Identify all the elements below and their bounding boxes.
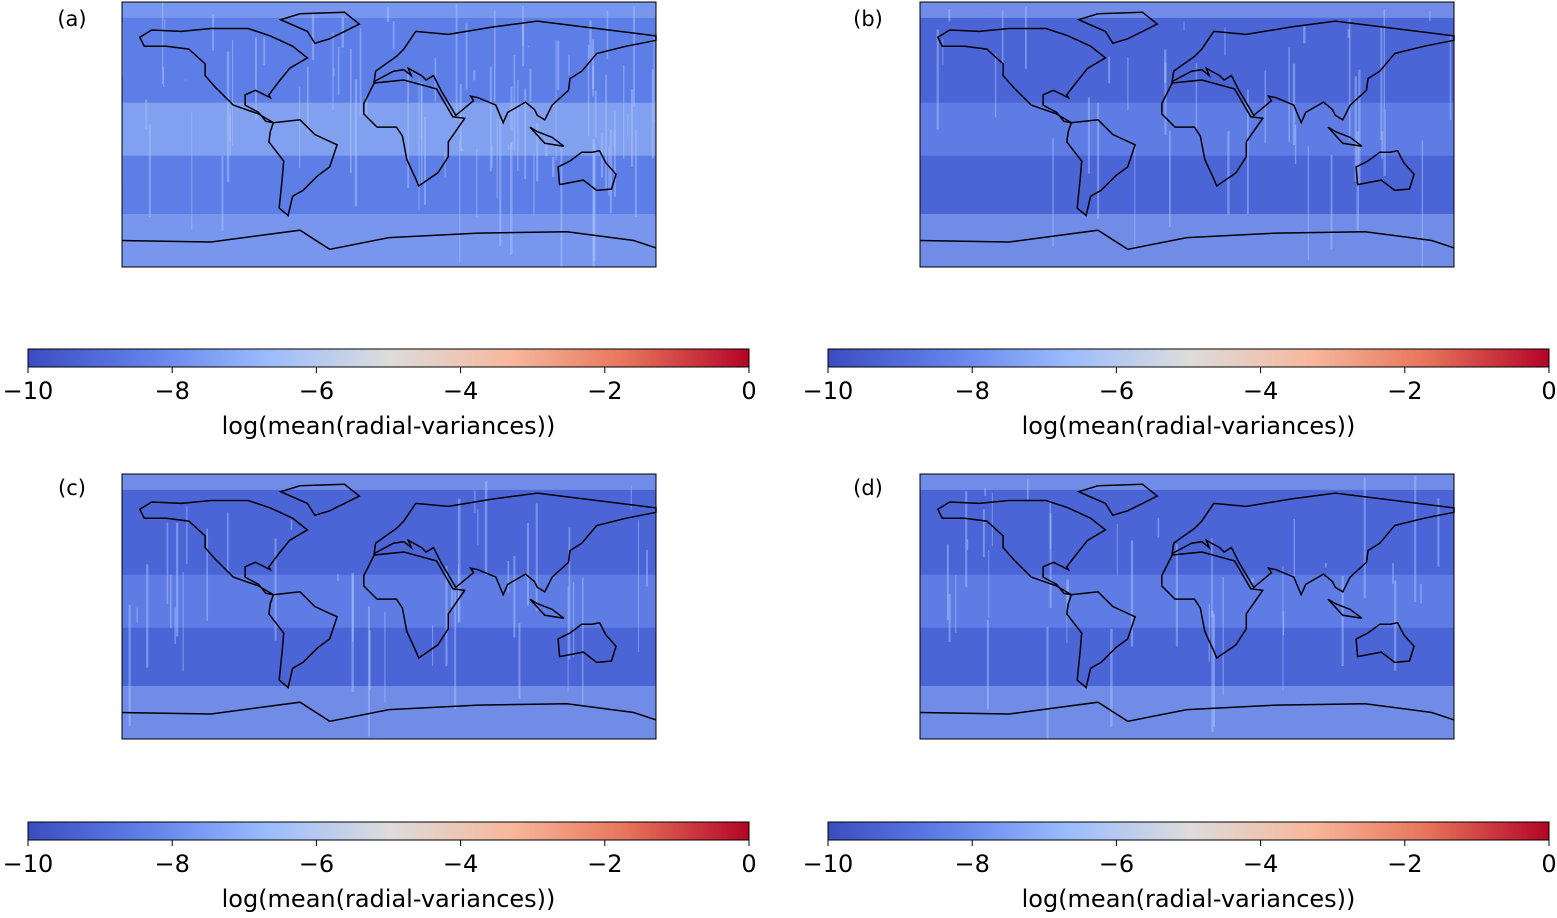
coastline bbox=[1066, 119, 1137, 217]
panel: (d) −10 −8 −6 −4 −2 0 log(mean(radial-variances… bbox=[803, 473, 1557, 913]
colorbar-tick-label: −6 bbox=[1099, 377, 1134, 405]
coastline bbox=[1355, 621, 1415, 664]
polar-band bbox=[122, 686, 656, 739]
colorbar-tick-label: −2 bbox=[1387, 377, 1422, 405]
colorbar-tick-label: −4 bbox=[443, 850, 478, 878]
coastline bbox=[268, 119, 339, 217]
colorbar-label: log(mean(radial-variances)) bbox=[222, 412, 556, 440]
colorbar-tick-label: −8 bbox=[955, 377, 990, 405]
coastline bbox=[1327, 126, 1363, 148]
colorbar-label: log(mean(radial-variances)) bbox=[1022, 412, 1356, 440]
panel: (a) −10 −8 −6 −4 −2 0 log(mean(radial-variances… bbox=[3, 1, 757, 440]
coastline bbox=[268, 591, 339, 689]
tropic-band bbox=[920, 102, 1454, 156]
coastline bbox=[363, 551, 467, 660]
panel: (b) −10 −8 −6 −4 −2 0 log(mean(radial-variances… bbox=[803, 1, 1557, 440]
coastline bbox=[1327, 598, 1363, 620]
coastline bbox=[529, 126, 565, 148]
panel-label: (c) bbox=[58, 476, 86, 500]
panel-label: (a) bbox=[57, 7, 86, 31]
coastline bbox=[936, 27, 1107, 124]
colorbar-tick-label: −2 bbox=[1387, 850, 1422, 878]
colorbar-tick-label: 0 bbox=[1541, 850, 1556, 878]
coastline bbox=[1066, 591, 1137, 689]
coastline bbox=[1355, 149, 1415, 192]
colorbar-tick-label: −8 bbox=[955, 850, 990, 878]
coastline bbox=[1171, 492, 1455, 597]
colorbar-tick-label: −4 bbox=[443, 377, 478, 405]
coastline bbox=[557, 621, 617, 664]
coastline bbox=[529, 598, 565, 620]
colorbar-tick-label: −6 bbox=[1099, 850, 1134, 878]
coastline bbox=[557, 149, 617, 192]
coastline bbox=[138, 27, 309, 124]
polar-band bbox=[920, 214, 1454, 267]
colorbar bbox=[827, 821, 1550, 841]
coastline bbox=[121, 701, 657, 723]
colorbar bbox=[827, 348, 1550, 368]
colorbar-tick-label: −10 bbox=[803, 377, 854, 405]
coastline bbox=[278, 11, 361, 45]
colorbar-label: log(mean(radial-variances)) bbox=[222, 885, 556, 913]
polar-band bbox=[920, 474, 1454, 490]
colorbar-tick-label: −2 bbox=[587, 850, 622, 878]
panel-label: (b) bbox=[853, 7, 883, 31]
coastline bbox=[373, 20, 657, 125]
coastline bbox=[121, 229, 657, 251]
coastline bbox=[1161, 79, 1265, 188]
colorbar-tick-label: −4 bbox=[1243, 850, 1278, 878]
polar-band bbox=[122, 214, 656, 267]
panel-label: (d) bbox=[853, 476, 883, 500]
map-frame bbox=[121, 1, 657, 268]
polar-band bbox=[122, 474, 656, 490]
colorbar-tick-label: −4 bbox=[1243, 377, 1278, 405]
coastline bbox=[1171, 20, 1455, 125]
coastline bbox=[1161, 551, 1265, 660]
colorbar-tick-label: −8 bbox=[155, 850, 190, 878]
colorbar-tick-label: −6 bbox=[299, 377, 334, 405]
colorbar-tick-label: 0 bbox=[741, 850, 756, 878]
colorbar-tick-label: −2 bbox=[587, 377, 622, 405]
colorbar bbox=[27, 348, 750, 368]
coastline bbox=[138, 499, 309, 596]
colorbar-tick-label: 0 bbox=[741, 377, 756, 405]
panel: (c) −10 −8 −6 −4 −2 0 log(mean(radial-variances… bbox=[3, 473, 757, 913]
colorbar-tick-label: 0 bbox=[1541, 377, 1556, 405]
polar-band bbox=[920, 686, 1454, 739]
colorbar-tick-label: −8 bbox=[155, 377, 190, 405]
colorbar bbox=[27, 821, 750, 841]
polar-band bbox=[920, 2, 1454, 18]
coastline bbox=[363, 79, 467, 188]
coastline bbox=[919, 701, 1455, 723]
colorbar-tick-label: −10 bbox=[3, 377, 54, 405]
tropic-band bbox=[122, 102, 656, 156]
map-frame bbox=[919, 473, 1455, 740]
coastline bbox=[936, 499, 1107, 596]
map-frame bbox=[121, 473, 657, 740]
coastline bbox=[919, 229, 1455, 251]
coastline bbox=[1076, 11, 1159, 45]
colorbar-tick-label: −10 bbox=[803, 850, 854, 878]
coastline bbox=[278, 483, 361, 517]
colorbar-label: log(mean(radial-variances)) bbox=[1022, 885, 1356, 913]
coastline bbox=[1076, 483, 1159, 517]
tropic-band bbox=[122, 574, 656, 628]
colorbar-tick-label: −10 bbox=[3, 850, 54, 878]
map-frame bbox=[919, 1, 1455, 268]
coastline bbox=[373, 492, 657, 597]
colorbar-tick-label: −6 bbox=[299, 850, 334, 878]
tropic-band bbox=[920, 574, 1454, 628]
